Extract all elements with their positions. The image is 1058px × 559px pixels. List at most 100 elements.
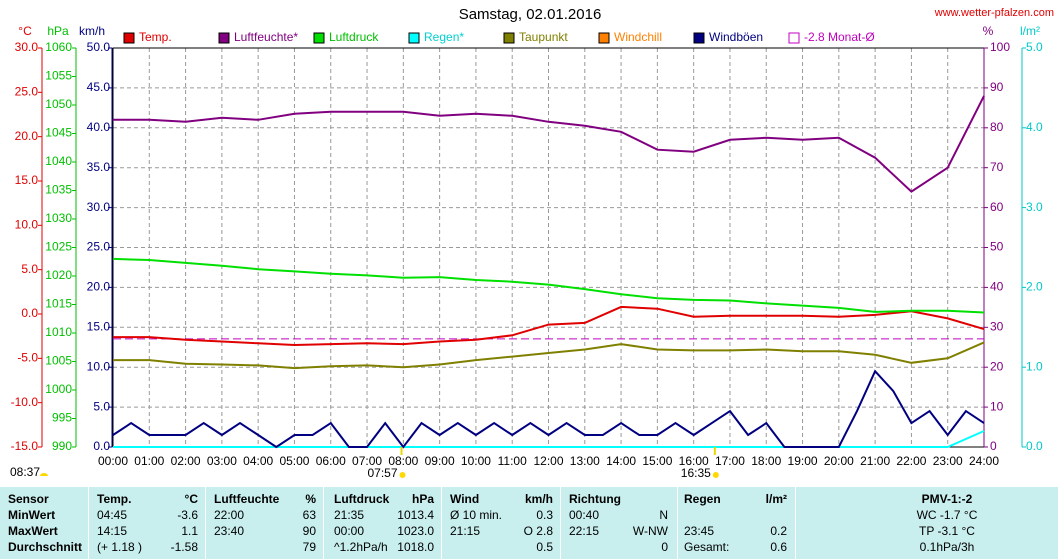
table-header: Richtung [569,492,621,506]
x-tick-label: 17:00 [715,454,745,468]
y-tick-label: 25.0 [87,240,111,254]
table-cell: Durchschnitt [8,540,82,554]
table-header: Luftdruck [334,492,390,506]
legend-swatch [693,32,705,44]
y-tick-label: 995 [52,411,72,425]
annotation: 16:35 [681,466,711,480]
series-line [112,369,985,449]
legend-swatch [313,32,325,44]
x-tick-label: 16:00 [679,454,709,468]
table-cell: -1.58 [171,540,199,554]
table-cell: 0.2 [770,524,787,538]
x-tick-label: 01:00 [134,454,164,468]
y-tick-label: 20.0 [15,129,39,143]
table-header: Temp. [97,492,131,506]
y-tick-label: 10.0 [87,359,111,373]
annotation: 07:57 [367,466,397,480]
y-tick-label: 10 [990,399,1004,413]
y-tick-label: 4.0 [1026,120,1043,134]
y-tick-label: 5.0 [93,399,110,413]
table-cell-bg [442,487,560,559]
y-tick-label: 30.0 [87,200,111,214]
y-tick-label: 0 [990,439,997,453]
y-tick-label: 15.0 [87,319,111,333]
x-tick-label: 04:00 [243,454,273,468]
table-header: % [305,492,316,506]
table-cell: N [659,508,668,522]
x-tick-label: 06:00 [316,454,346,468]
series-line [113,95,985,193]
x-tick-label: 24:00 [969,454,999,468]
table-cell-bg [324,487,441,559]
table-cell: 63 [303,508,317,522]
x-tick-label: 21:00 [860,454,890,468]
table-cell: (+ 1.18 ) [97,540,142,554]
x-tick-label: 05:00 [279,454,309,468]
table-cell: W-NW [633,524,669,538]
y-tick-label: 40.0 [87,120,111,134]
table-cell: Ø 10 min. [450,508,502,522]
legend-swatch [598,32,610,44]
y-tick-label: 50 [990,240,1004,254]
table-cell: 14:15 [97,524,127,538]
x-tick-label: 20:00 [824,454,854,468]
legend-swatch [218,32,230,44]
x-tick-label: 07:00 [352,454,382,468]
legend-swatch [788,32,800,44]
y-tick-label: 1015 [45,297,72,311]
table-cell: 00:00 [334,524,364,538]
table-header: Sensor [8,492,49,506]
table-cell: -3.6 [177,508,198,522]
x-tick-label: 15:00 [642,454,672,468]
table-cell-bg [89,487,205,559]
table-cell: MinWert [8,508,55,522]
y-tick-label: 2.0 [1026,280,1043,294]
chart-title: Samstag, 02.01.2016 [459,6,602,23]
series-line [113,341,985,370]
y-tick-label: 0.0 [93,439,110,453]
axis-unit-label: % [983,24,994,38]
table-cell: MaxWert [8,524,58,538]
table-cell: 0.6 [770,540,787,554]
y-tick-label: 3.0 [1026,200,1043,214]
y-tick-label: 100 [990,40,1010,54]
x-tick-label: 23:00 [933,454,963,468]
y-tick-label: 5.0 [1026,40,1043,54]
series-line [113,305,985,347]
y-tick-label: 1025 [45,240,72,254]
y-tick-label: 10.0 [15,218,39,232]
y-tick-label: -5.0 [17,351,38,365]
table-cell: TP -3.1 °C [919,524,975,538]
x-tick-label: 03:00 [207,454,237,468]
table-cell: 0.3 [536,508,553,522]
table-cell-bg [796,487,1058,559]
y-tick-label: 90 [990,80,1004,94]
y-tick-label: 20.0 [87,280,111,294]
table-cell: 22:00 [214,508,244,522]
legend-label: -2.8 Monat-Ø [804,30,875,44]
sun-icon [712,472,719,478]
table-cell: 90 [303,524,317,538]
table-cell: 23:45 [684,524,714,538]
x-tick-label: 12:00 [533,454,563,468]
y-tick-label: 1005 [45,354,72,368]
y-tick-label: 70 [990,160,1004,174]
table-cell-bg [0,487,88,559]
legend-swatch [408,32,420,44]
table-cell: O 2.8 [524,524,554,538]
table-cell-bg [206,487,323,559]
y-tick-label: 1000 [45,382,72,396]
x-tick-label: 18:00 [751,454,781,468]
table-header: km/h [525,492,553,506]
x-tick-label: 00:00 [98,454,128,468]
x-tick-label: 08:00 [388,454,418,468]
x-tick-label: 19:00 [788,454,818,468]
y-tick-label: 25.0 [15,85,39,99]
table-header: Regen [684,492,721,506]
table-cell: 1.1 [181,524,198,538]
y-tick-label: 1035 [45,183,72,197]
y-tick-label: 1045 [45,126,72,140]
legend-label: Taupunkt [519,30,568,44]
sun-icon [40,473,48,476]
y-tick-label: 45.0 [87,80,111,94]
